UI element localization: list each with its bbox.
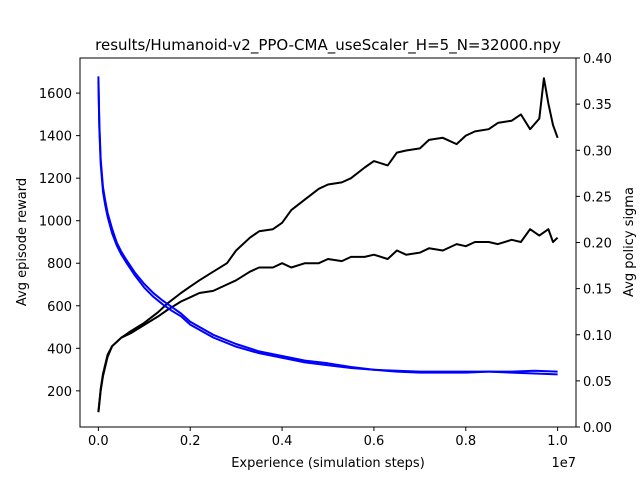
x-tick-label: 0.2 xyxy=(180,434,201,449)
y-right-tick-label: 0.00 xyxy=(583,421,612,436)
y-axis-right-label: Avg policy sigma xyxy=(622,187,637,297)
x-tick-label: 0.4 xyxy=(272,434,293,449)
y-right-tick-label: 0.25 xyxy=(583,190,612,205)
sigma-line-3 xyxy=(97,81,558,374)
x-axis-label: Experience (simulation steps) xyxy=(231,456,425,471)
y-right-tick-label: 0.10 xyxy=(583,329,612,344)
y-left-tick-label: 1600 xyxy=(39,87,72,102)
y-left-tick-label: 200 xyxy=(47,385,72,400)
x-tick-label: 0.0 xyxy=(88,434,109,449)
y-left-tick-label: 1400 xyxy=(39,130,72,145)
x-tick-label: 0.8 xyxy=(455,434,476,449)
reward-line-0 xyxy=(97,77,559,413)
plot-frame xyxy=(79,57,577,428)
y-left-tick-label: 600 xyxy=(47,300,72,315)
y-left-tick-label: 800 xyxy=(47,257,72,272)
y-axis-left-label: Avg episode reward xyxy=(15,178,30,306)
y-right-tick-label: 0.40 xyxy=(583,52,612,67)
y-left-tick-label: 400 xyxy=(47,342,72,357)
y-right-tick-label: 0.20 xyxy=(583,237,612,252)
axis-ticks: 0.0 0.2 0.4 0.6 0.8 1.0 200 400 600 800 1000 1200 14… xyxy=(39,52,612,449)
plot-lines xyxy=(97,76,559,413)
reward-line-1 xyxy=(97,228,559,413)
y-right-tick-label: 0.35 xyxy=(583,98,612,113)
y-right-tick-label: 0.15 xyxy=(583,283,612,298)
y-left-tick-label: 1000 xyxy=(39,215,72,230)
x-tick-label: 1.0 xyxy=(547,434,568,449)
y-right-tick-label: 0.05 xyxy=(583,375,612,390)
y-right-tick-label: 0.30 xyxy=(583,144,612,159)
x-tick-label: 0.6 xyxy=(364,434,385,449)
chart-title: results/Humanoid-v2_PPO-CMA_useScaler_H=… xyxy=(95,36,561,55)
x-offset-label: 1e7 xyxy=(551,456,576,471)
y-left-tick-label: 1200 xyxy=(39,172,72,187)
